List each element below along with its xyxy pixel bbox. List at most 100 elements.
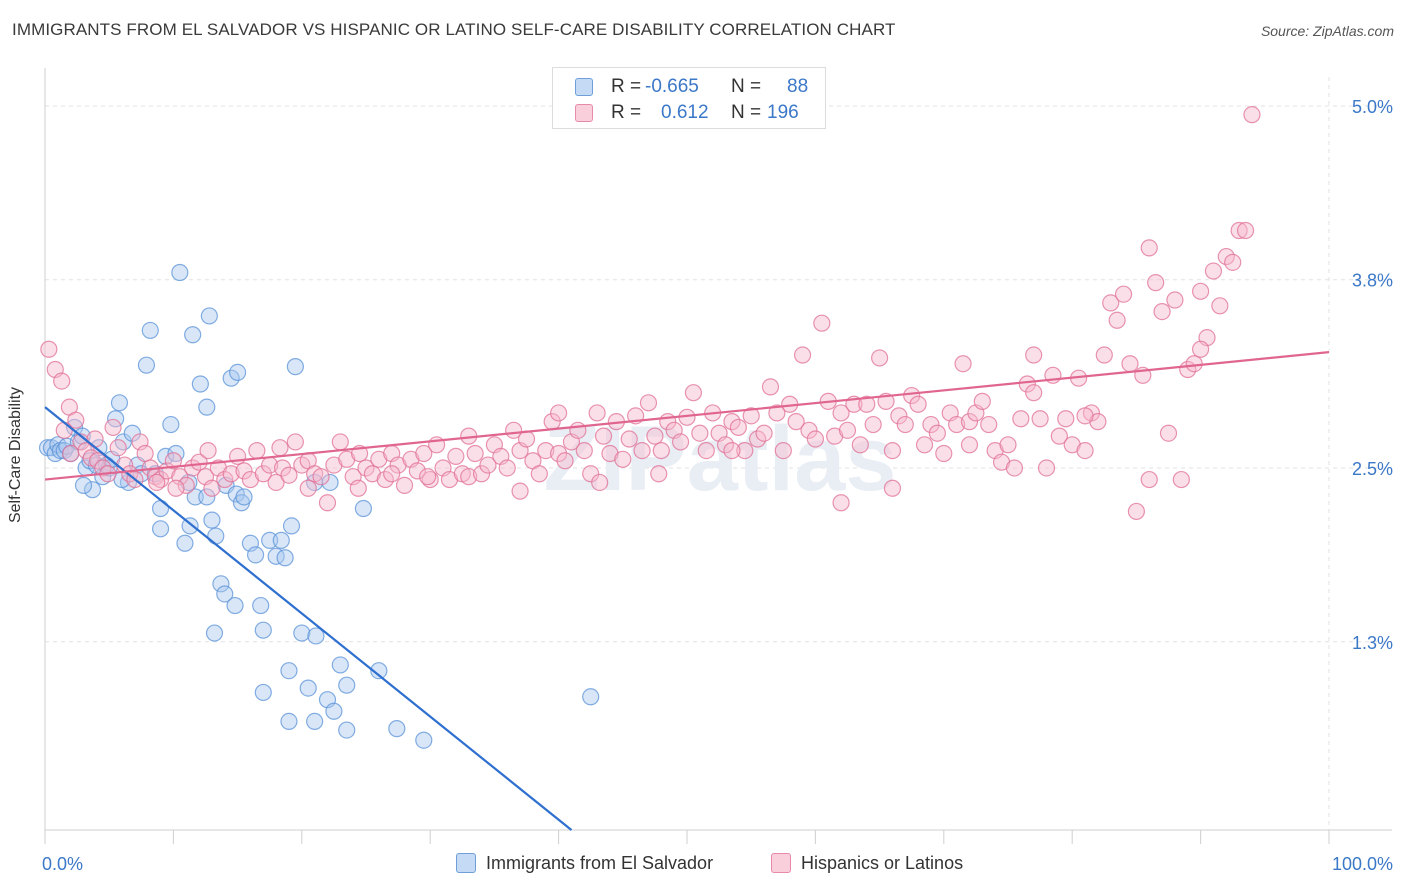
trend-line-hispanic (44, 351, 1330, 481)
point-hispanic (896, 415, 914, 434)
legend-swatch-pink (771, 853, 791, 873)
point-hispanic (447, 447, 465, 465)
point-hispanic (280, 466, 298, 484)
point-hispanic (199, 442, 217, 460)
point-hispanic (357, 459, 375, 477)
x-tick-label: 0.0% (42, 854, 83, 874)
point-hispanic (582, 465, 600, 483)
point-el-salvador (235, 488, 253, 506)
point-el-salvador (307, 627, 325, 645)
point-hispanic (1166, 291, 1184, 309)
point-hispanic (691, 424, 709, 442)
point-hispanic (254, 465, 272, 483)
point-hispanic (216, 470, 234, 489)
point-el-salvador (354, 499, 373, 518)
point-hispanic (954, 355, 972, 373)
chart-title: IMMIGRANTS FROM EL SALVADOR VS HISPANIC … (12, 20, 896, 39)
point-hispanic (1121, 355, 1139, 373)
point-el-salvador (83, 481, 102, 499)
point-hispanic (903, 386, 921, 405)
point-hispanic (858, 395, 876, 413)
point-el-salvador (110, 394, 129, 412)
point-hispanic (1012, 410, 1030, 428)
point-hispanic (646, 427, 664, 445)
point-hispanic (466, 444, 484, 463)
point-el-salvador (151, 520, 170, 538)
point-hispanic (286, 433, 304, 451)
point-hispanic (928, 424, 946, 442)
point-el-salvador (171, 263, 189, 282)
legend-r-value: -0.665 (645, 76, 699, 97)
legend-n-label: N = (731, 76, 762, 97)
point-hispanic (62, 444, 80, 463)
legend-n-value: 88 (787, 76, 809, 97)
legend-n-label: N = (731, 102, 762, 123)
point-hispanic (768, 404, 786, 422)
point-el-salvador (181, 517, 199, 535)
point-el-salvador (74, 476, 93, 494)
data-points (38, 106, 1261, 749)
point-hispanic (1037, 459, 1056, 477)
point-hispanic (271, 439, 289, 457)
point-hispanic (1102, 294, 1120, 312)
point-hispanic (498, 459, 516, 477)
point-hispanic (787, 413, 805, 431)
point-hispanic (838, 421, 857, 439)
point-hispanic (684, 384, 703, 402)
point-hispanic (312, 468, 330, 486)
point-hispanic (1159, 424, 1178, 442)
point-hispanic (1217, 247, 1235, 266)
point-hispanic (960, 413, 979, 431)
point-hispanic (883, 442, 902, 460)
point-hispanic (832, 494, 850, 512)
point-hispanic (697, 442, 715, 460)
point-hispanic (883, 479, 902, 497)
point-hispanic (53, 372, 71, 390)
point-el-salvador (415, 731, 433, 749)
point-hispanic (723, 413, 741, 431)
point-el-salvador (203, 511, 221, 529)
point-el-salvador (276, 549, 294, 567)
legend-label: Hispanics or Latinos (801, 853, 964, 873)
point-hispanic (1243, 106, 1261, 124)
point-el-salvador (331, 656, 349, 674)
point-hispanic (136, 444, 154, 463)
point-el-salvador (286, 358, 304, 376)
point-hispanic (575, 442, 593, 460)
point-hispanic (620, 430, 638, 448)
point-hispanic (1127, 502, 1146, 521)
point-hispanic (537, 442, 555, 460)
point-hispanic (800, 421, 818, 439)
point-hispanic (530, 465, 548, 483)
point-hispanic (1211, 297, 1229, 315)
point-el-salvador (222, 369, 240, 387)
point-hispanic (755, 424, 773, 442)
y-tick-label: 1.3% (1352, 633, 1393, 653)
legend-r-value: 0.612 (661, 102, 709, 123)
point-hispanic (935, 444, 953, 463)
point-hispanic (569, 421, 587, 439)
point-hispanic (1204, 262, 1223, 280)
point-hispanic (549, 404, 568, 422)
source-credit: Source: ZipAtlas.com (1260, 23, 1394, 39)
point-hispanic (650, 465, 668, 483)
point-hispanic (67, 411, 85, 429)
point-el-salvador (325, 702, 343, 720)
point-el-salvador (321, 473, 339, 492)
point-hispanic (383, 465, 401, 483)
point-hispanic (190, 453, 208, 471)
point-hispanic (40, 340, 58, 358)
point-hispanic (736, 442, 754, 460)
point-hispanic (806, 430, 825, 448)
point-el-salvador (207, 527, 225, 545)
point-hispanic (716, 436, 735, 454)
point-hispanic (472, 465, 491, 483)
point-el-salvador (176, 534, 194, 552)
point-hispanic (460, 468, 478, 486)
point-el-salvador (216, 585, 234, 603)
point-hispanic (588, 404, 606, 422)
point-hispanic (832, 404, 850, 422)
point-el-salvador (137, 356, 156, 374)
point-hispanic (1050, 427, 1068, 445)
